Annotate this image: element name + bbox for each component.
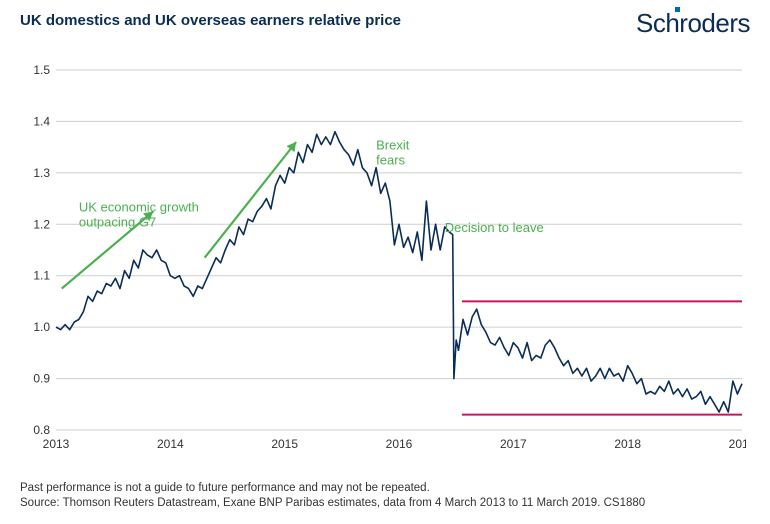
- svg-text:1.4: 1.4: [33, 114, 50, 128]
- reference-lines: [462, 301, 742, 414]
- svg-text:1.5: 1.5: [33, 63, 50, 77]
- svg-text:1.1: 1.1: [33, 269, 50, 283]
- svg-text:2019: 2019: [729, 437, 746, 451]
- svg-text:2013: 2013: [43, 437, 70, 451]
- svg-text:outpacing G7: outpacing G7: [79, 214, 156, 229]
- price-series: [56, 132, 742, 412]
- chart-title: UK domestics and UK overseas earners rel…: [20, 12, 401, 29]
- svg-text:2015: 2015: [271, 437, 298, 451]
- svg-text:2018: 2018: [614, 437, 641, 451]
- svg-text:1.3: 1.3: [33, 166, 50, 180]
- svg-text:2017: 2017: [500, 437, 527, 451]
- svg-text:UK economic growth: UK economic growth: [79, 199, 199, 214]
- line-chart: 0.80.91.01.11.21.31.41.5 201320142015201…: [28, 60, 746, 460]
- svg-text:fears: fears: [376, 153, 405, 168]
- gridlines: [56, 70, 742, 430]
- x-axis-labels: 2013 2014 2015 2016 2017 2018 2019: [43, 437, 746, 451]
- y-axis-labels: 0.8 0.9 1.0 1.1 1.2 1.3 1.4 1.5: [33, 63, 50, 437]
- svg-text:0.8: 0.8: [33, 423, 50, 437]
- footer-notes: Past performance is not a guide to futur…: [20, 481, 645, 512]
- svg-text:2014: 2014: [157, 437, 184, 451]
- svg-text:1.0: 1.0: [33, 320, 50, 334]
- page: UK domestics and UK overseas earners rel…: [0, 0, 770, 524]
- svg-text:1.2: 1.2: [33, 217, 50, 231]
- brand-dot-icon: [675, 7, 680, 12]
- brand-suffix: roders: [679, 8, 750, 38]
- svg-text:Brexit: Brexit: [376, 138, 410, 153]
- brand-logo: Schroders: [636, 8, 750, 39]
- disclaimer-text: Past performance is not a guide to futur…: [20, 481, 645, 497]
- brand-prefix: Sc: [636, 8, 665, 38]
- svg-text:2016: 2016: [386, 437, 413, 451]
- source-text: Source: Thomson Reuters Datastream, Exan…: [20, 496, 645, 512]
- brand-h: h: [665, 8, 679, 39]
- svg-text:0.9: 0.9: [33, 372, 50, 386]
- svg-text:Decision to leave: Decision to leave: [445, 220, 544, 235]
- header: UK domestics and UK overseas earners rel…: [20, 12, 750, 39]
